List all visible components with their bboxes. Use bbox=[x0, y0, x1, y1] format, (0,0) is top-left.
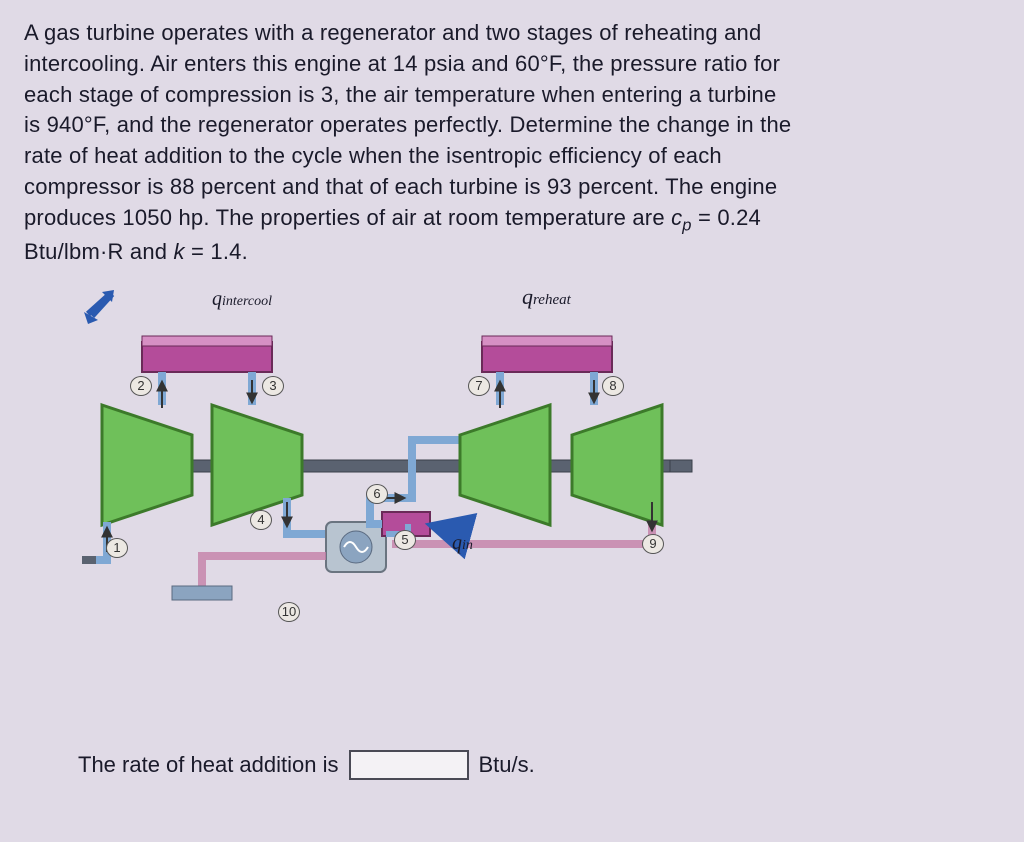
answer-unit: Btu/s. bbox=[479, 752, 535, 778]
label-reheat: qreheat bbox=[522, 284, 571, 310]
turbine-1 bbox=[460, 405, 550, 525]
turbine-2 bbox=[572, 405, 662, 525]
node-10: 10 bbox=[278, 602, 300, 622]
node-6: 6 bbox=[366, 484, 388, 504]
node-5: 5 bbox=[394, 530, 416, 550]
node-3: 3 bbox=[262, 376, 284, 396]
problem-line: A gas turbine operates with a regenerato… bbox=[24, 18, 1000, 49]
problem-statement: A gas turbine operates with a regenerato… bbox=[24, 18, 1000, 268]
answer-row: The rate of heat addition is Btu/s. bbox=[78, 750, 535, 780]
cycle-diagram: 1 2 3 4 5 6 7 8 9 10 qintercool qreheat … bbox=[82, 290, 722, 670]
label-intercool: qintercool bbox=[212, 288, 272, 311]
exhaust bbox=[172, 586, 232, 600]
node-2: 2 bbox=[130, 376, 152, 396]
problem-line: Btu/lbm·R and k = 1.4. bbox=[24, 237, 1000, 268]
node-1: 1 bbox=[106, 538, 128, 558]
reheat-arrow-icon bbox=[82, 290, 118, 326]
node-7: 7 bbox=[468, 376, 490, 396]
compressor-1 bbox=[102, 405, 192, 525]
problem-line: produces 1050 hp. The properties of air … bbox=[24, 203, 1000, 237]
node-8: 8 bbox=[602, 376, 624, 396]
problem-line: is 940°F, and the regenerator operates p… bbox=[24, 110, 1000, 141]
node-9: 9 bbox=[642, 534, 664, 554]
problem-line: rate of heat addition to the cycle when … bbox=[24, 141, 1000, 172]
problem-line: each stage of compression is 3, the air … bbox=[24, 80, 1000, 111]
node-4: 4 bbox=[250, 510, 272, 530]
inlet-pipe bbox=[92, 522, 107, 560]
problem-line: intercooling. Air enters this engine at … bbox=[24, 49, 1000, 80]
label-qin: qin bbox=[452, 532, 473, 555]
answer-input[interactable] bbox=[349, 750, 469, 780]
diagram-svg bbox=[82, 290, 722, 670]
answer-prefix: The rate of heat addition is bbox=[78, 752, 339, 778]
problem-line: compressor is 88 percent and that of eac… bbox=[24, 172, 1000, 203]
